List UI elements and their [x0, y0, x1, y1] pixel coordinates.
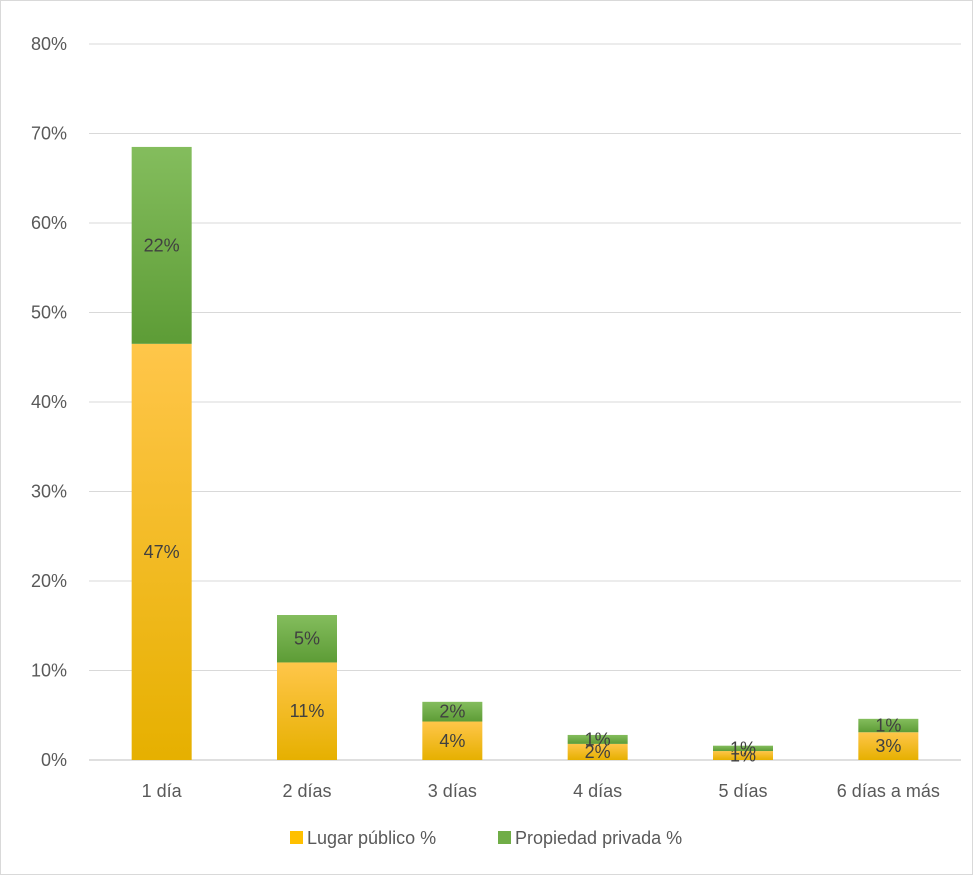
y-tick-label: 30%: [31, 482, 67, 502]
y-tick-label: 60%: [31, 213, 67, 233]
legend-label: Propiedad privada %: [515, 828, 682, 848]
bar-segment-propiedad-privada: [858, 718, 919, 733]
bar-segment-propiedad-privada: [277, 615, 337, 663]
data-label: 1%: [730, 738, 756, 758]
data-label: 2%: [585, 742, 611, 762]
bar-segment-lugar-publico: [277, 662, 337, 760]
y-tick-label: 10%: [31, 661, 67, 681]
x-axis: 1 día 2 días 3 días 4 días 5 días 6 días a má…: [142, 781, 940, 801]
data-label: 22%: [144, 235, 180, 255]
bar-segment-propiedad-privada: [567, 734, 628, 744]
x-tick-label: 5 días: [718, 781, 767, 801]
bar-segment-lugar-publico: [131, 343, 192, 760]
legend-swatch: [498, 831, 511, 844]
bar-segment-lugar-publico: [567, 743, 628, 760]
y-tick-label: 80%: [31, 34, 67, 54]
data-label: 1%: [875, 716, 901, 736]
x-tick-label: 3 días: [428, 781, 477, 801]
legend-swatch: [290, 831, 303, 844]
x-tick-label: 6 días a más: [837, 781, 940, 801]
y-tick-label: 50%: [31, 303, 67, 323]
y-tick-label: 70%: [31, 124, 67, 144]
x-tick-label: 2 días: [282, 781, 331, 801]
data-label: 4%: [439, 731, 465, 751]
y-tick-label: 0%: [41, 750, 67, 770]
bar-segment-propiedad-privada: [422, 701, 483, 722]
bar-segment-propiedad-privada: [713, 745, 773, 752]
bar-segment-lugar-publico: [713, 751, 773, 760]
bar-segment-lugar-publico: [422, 721, 483, 760]
bars: 47%22%11%5%4%2%2%1%1%1% 3%1%: [131, 146, 919, 766]
data-label: 3%: [875, 736, 901, 756]
legend: Lugar público % Propiedad privada %: [290, 828, 682, 848]
bar-segment-propiedad-privada: [131, 146, 192, 344]
data-label: 1%: [585, 729, 611, 749]
x-tick-label: 4 días: [573, 781, 622, 801]
data-label: 11%: [290, 701, 325, 721]
y-tick-label: 40%: [31, 392, 67, 412]
y-tick-label: 20%: [31, 571, 67, 591]
data-label: 47%: [144, 542, 180, 562]
x-tick-label: 1 día: [142, 781, 183, 801]
bar-segment-lugar-publico: [858, 732, 919, 760]
data-label: 2%: [439, 702, 465, 722]
data-label: 5%: [294, 629, 320, 649]
gridlines: [89, 43, 961, 761]
legend-label: Lugar público %: [307, 828, 436, 848]
y-axis: 0% 10% 20% 30% 40% 50% 60% 70% 80%: [31, 34, 67, 770]
